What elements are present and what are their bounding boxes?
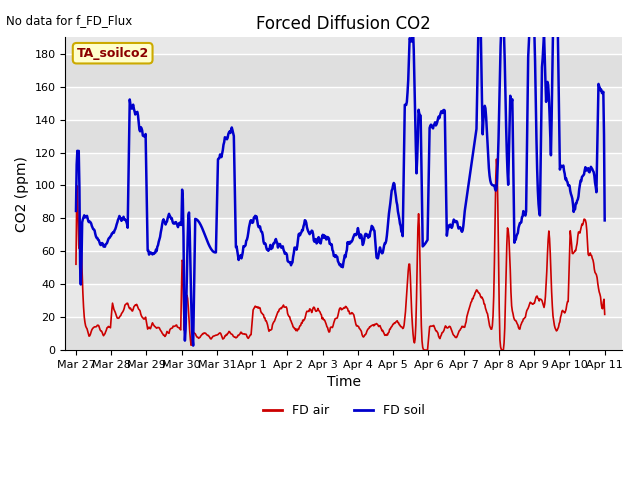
FD soil — [425, 163, 433, 169]
FD soil — [259, 229, 266, 235]
Line: FD air: FD air — [76, 159, 605, 350]
Line: FD soil: FD soil — [76, 21, 605, 346]
FD air — [72, 262, 80, 267]
FD soil — [601, 217, 609, 223]
FD soil — [278, 244, 286, 250]
FD soil — [396, 216, 403, 222]
FD soil — [72, 208, 80, 214]
Bar — [65, 185, 622, 218]
Bar — [65, 317, 622, 350]
FD soil — [232, 244, 240, 250]
Bar — [65, 54, 622, 87]
FD air — [257, 310, 265, 316]
Bar — [65, 120, 622, 153]
Title: Forced Diffusion CO2: Forced Diffusion CO2 — [257, 15, 431, 33]
Text: TA_soilco2: TA_soilco2 — [77, 47, 148, 60]
FD air — [395, 320, 403, 325]
FD air — [278, 306, 285, 312]
FD air — [232, 334, 239, 340]
FD air — [424, 347, 431, 353]
FD air — [425, 332, 433, 337]
FD soil — [134, 112, 142, 118]
Text: No data for f_FD_Flux: No data for f_FD_Flux — [6, 14, 132, 27]
FD soil — [189, 343, 197, 348]
Bar — [65, 252, 622, 284]
FD air — [134, 305, 142, 311]
Y-axis label: CO2 (ppm): CO2 (ppm) — [15, 156, 29, 232]
Legend: FD air, FD soil: FD air, FD soil — [258, 399, 429, 422]
FD air — [601, 312, 609, 317]
X-axis label: Time: Time — [327, 375, 361, 389]
FD soil — [475, 18, 483, 24]
FD air — [493, 156, 500, 162]
